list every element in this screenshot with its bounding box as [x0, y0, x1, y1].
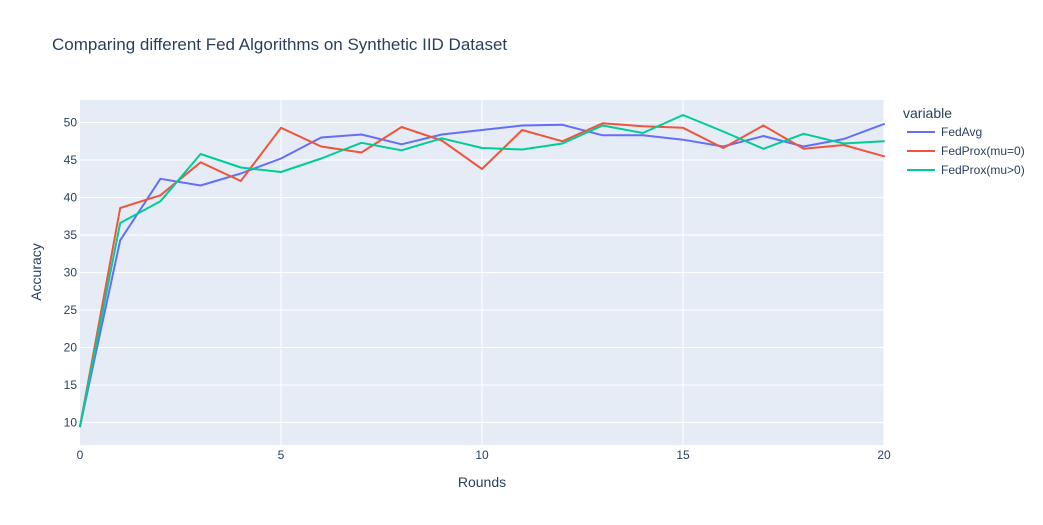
x-tick-label: 15 — [676, 448, 690, 462]
series-line-fedprox-mu-0- — [79, 122, 885, 428]
grid-lines — [80, 100, 885, 445]
y-tick-label: 10 — [64, 416, 78, 430]
legend-item[interactable]: FedProx(mu=0) — [907, 144, 1025, 158]
y-tick-label: 15 — [64, 378, 78, 392]
legend-label: FedProx(mu=0) — [941, 144, 1025, 158]
series-lines — [79, 114, 885, 428]
legend-title: variable — [903, 105, 952, 121]
y-axis-title: Accuracy — [28, 243, 44, 301]
y-tick-label: 40 — [64, 191, 78, 205]
y-tick-label: 45 — [64, 153, 78, 167]
chart-title: Comparing different Fed Algorithms on Sy… — [52, 35, 507, 54]
legend-item[interactable]: FedProx(mu>0) — [907, 163, 1025, 177]
y-tick-label: 50 — [64, 116, 78, 130]
legend-label: FedAvg — [941, 125, 982, 139]
y-tick-label: 35 — [64, 228, 78, 242]
x-axis-title: Rounds — [458, 474, 506, 490]
y-tick-label: 30 — [64, 266, 78, 280]
axis-ticks: 10 15 20 25 30 35 40 45 50 0 5 10 15 20 — [64, 116, 891, 463]
x-tick-label: 5 — [278, 448, 285, 462]
legend-label: FedProx(mu>0) — [941, 163, 1025, 177]
x-tick-label: 10 — [475, 448, 489, 462]
legend-item[interactable]: FedAvg — [907, 125, 982, 139]
series-line-fedavg — [79, 123, 885, 428]
y-tick-label: 20 — [64, 341, 78, 355]
y-tick-label: 25 — [64, 303, 78, 317]
x-tick-label: 0 — [77, 448, 84, 462]
series-line-fedprox-mu-0- — [79, 114, 885, 428]
x-tick-label: 20 — [877, 448, 891, 462]
legend[interactable]: variable FedAvg FedProx(mu=0) FedProx(mu>0… — [903, 105, 1025, 177]
